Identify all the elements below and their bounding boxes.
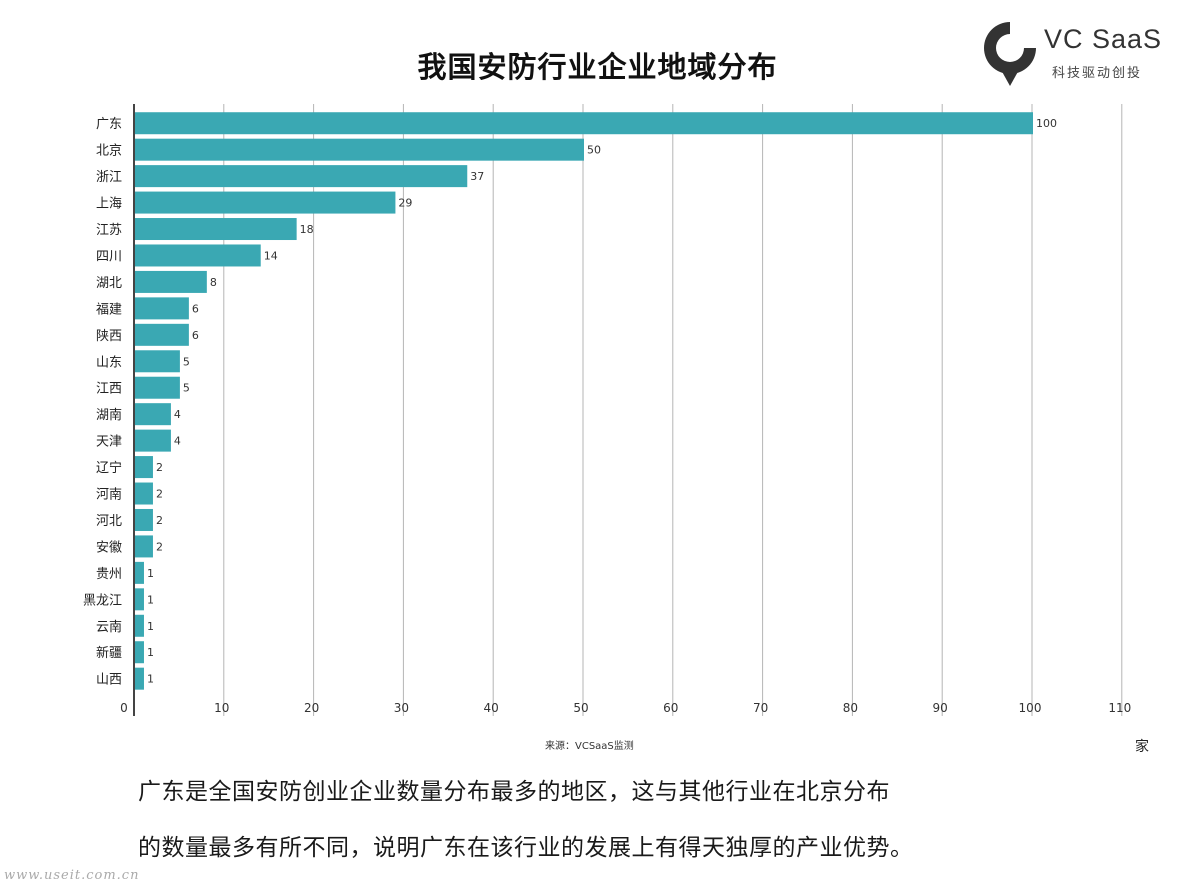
data-label: 6 [192, 302, 199, 315]
x-tick-label: 20 [304, 701, 319, 715]
data-label: 2 [156, 461, 163, 474]
category-label: 湖北 [96, 276, 122, 291]
vc-saas-logo-icon [984, 22, 1036, 86]
category-label: 北京 [96, 144, 122, 159]
data-label: 1 [147, 567, 154, 580]
category-label: 山西 [96, 673, 122, 688]
data-label: 1 [147, 673, 154, 686]
x-tick-label: 10 [214, 701, 229, 715]
data-label: 4 [174, 435, 181, 448]
category-label: 河南 [96, 487, 122, 503]
bar [135, 270, 207, 293]
x-tick-label: 90 [933, 701, 948, 715]
category-label: 贵州 [96, 567, 122, 582]
unit-label: 家 [1135, 739, 1149, 755]
data-label: 18 [300, 223, 314, 236]
category-label: 浙江 [96, 170, 122, 185]
bar [135, 112, 1033, 135]
data-label: 4 [174, 408, 181, 421]
bar [135, 614, 144, 637]
category-label: 广东 [96, 117, 122, 132]
bar [135, 218, 297, 241]
x-tick-label: 30 [394, 701, 409, 715]
logo-tagline: 科技驱动创投 [1052, 66, 1143, 81]
category-label: 福建 [96, 302, 122, 317]
category-label: 山东 [96, 355, 122, 370]
category-label: 安徽 [96, 540, 122, 555]
category-label: 湖南 [96, 407, 122, 423]
data-label: 14 [264, 249, 278, 262]
bar [135, 667, 144, 690]
bar [135, 297, 189, 320]
data-label: 2 [156, 540, 163, 553]
x-tick-label: 110 [1108, 701, 1131, 715]
data-label: 2 [156, 514, 163, 527]
data-label: 50 [587, 144, 601, 157]
source-note: 来源：VCSaaS监测 [545, 741, 634, 752]
x-tick-label: 100 [1019, 701, 1042, 715]
bar [135, 403, 171, 426]
bar [135, 244, 261, 267]
category-label: 天津 [96, 435, 122, 450]
x-tick-label: 60 [663, 701, 678, 715]
bar [135, 350, 180, 373]
category-label: 江西 [96, 382, 122, 397]
x-tick-label: 50 [573, 701, 588, 715]
data-label: 29 [398, 197, 412, 210]
bar [135, 138, 584, 161]
chart-title: 我国安防行业企业地域分布 [417, 50, 778, 84]
x-tick-label: 80 [843, 701, 858, 715]
category-label: 陕西 [96, 329, 122, 344]
bar [135, 641, 144, 664]
category-label: 上海 [96, 197, 122, 212]
x-tick-label: 70 [753, 701, 768, 715]
data-label: 5 [183, 355, 190, 368]
data-label: 2 [156, 488, 163, 501]
data-label: 8 [210, 276, 217, 289]
data-label: 100 [1036, 117, 1057, 130]
data-label: 1 [147, 593, 154, 606]
x-tick-label: 40 [484, 701, 499, 715]
bar [135, 456, 153, 479]
bar [135, 376, 180, 399]
bar [135, 429, 171, 452]
category-label: 四川 [96, 249, 122, 264]
data-label: 37 [470, 170, 484, 183]
bar [135, 508, 153, 531]
category-label: 河北 [96, 514, 122, 529]
bar [135, 588, 144, 611]
bar [135, 561, 144, 584]
data-label: 5 [183, 382, 190, 395]
bar [135, 165, 468, 188]
description-line-1: 广东是全国安防创业企业数量分布最多的地区，这与其他行业在北京分布 [138, 779, 890, 805]
bar [135, 191, 396, 214]
bar [135, 482, 153, 505]
data-label: 1 [147, 646, 154, 659]
category-label: 云南 [96, 619, 122, 635]
category-label: 新疆 [96, 645, 122, 661]
bar-chart: 0 10 20 30 40 50 60 70 80 90 100 110 广东 100 北京 50 浙江 37 上海… [83, 104, 1131, 716]
category-label: 江苏 [96, 222, 122, 238]
x-tick-label: 0 [120, 701, 128, 715]
watermark: www.useit.com.cn [4, 868, 140, 883]
description-line-2: 的数量最多有所不同，说明广东在该行业的发展上有得天独厚的产业优势。 [138, 835, 914, 861]
brand-logo: VC SaaS 科技驱动创投 [980, 18, 1170, 93]
data-label: 1 [147, 620, 154, 633]
logo-name: VC SaaS [1044, 24, 1163, 54]
data-label: 6 [192, 329, 199, 342]
bar [135, 323, 189, 346]
bar [135, 535, 153, 558]
category-label: 黑龙江 [83, 593, 122, 608]
category-label: 辽宁 [96, 460, 122, 476]
